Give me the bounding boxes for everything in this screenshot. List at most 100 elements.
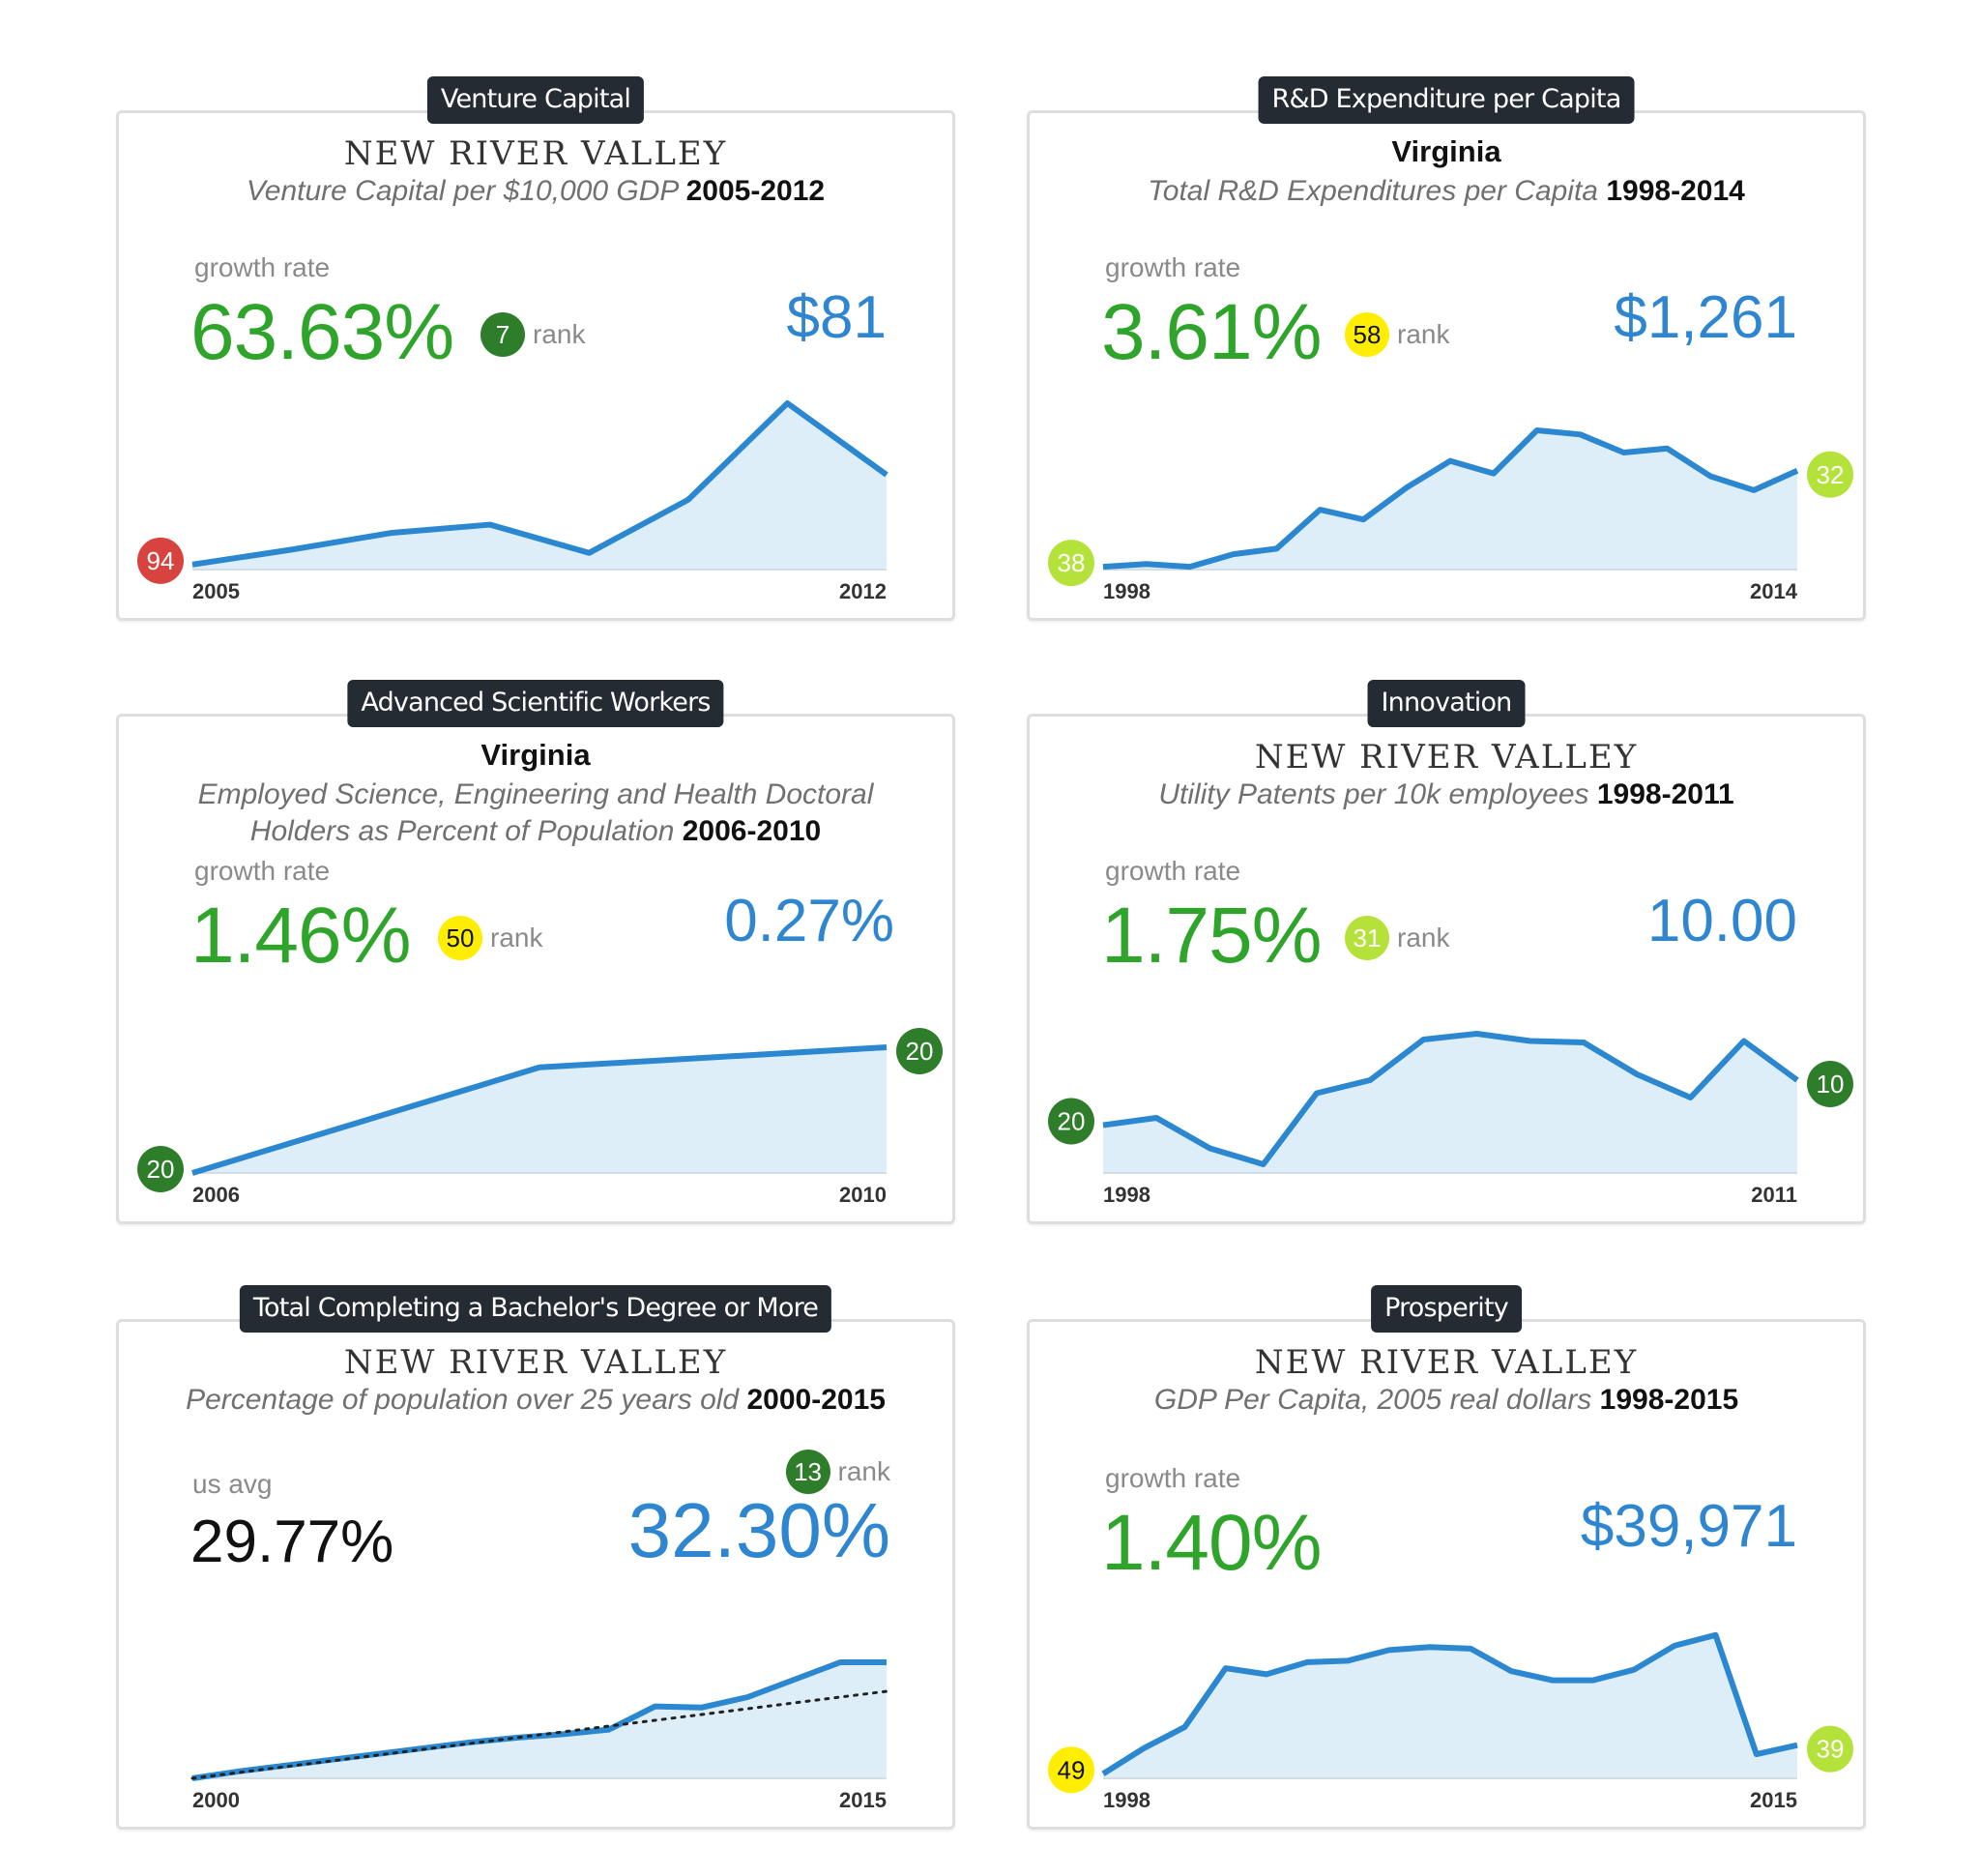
card-tag: Venture Capital (426, 76, 645, 124)
area-fill (1103, 1634, 1797, 1778)
metric-description-line1: Employed Science, Engineering and Health… (197, 778, 874, 810)
metric-description: Venture Capital per $10,000 GDP (246, 175, 679, 207)
metric-description: Total R&D Expenditures per Capita (1148, 175, 1598, 207)
start-rank-number: 94 (147, 546, 175, 575)
x-tick-label-end: 2012 (839, 579, 887, 603)
end-rank-number: 10 (1817, 1070, 1845, 1099)
rank-number: 7 (495, 319, 510, 349)
growth-value: 1.46% (190, 892, 412, 980)
card-innovation: Innovation NEW RIVER VALLEY Utility Pate… (1027, 680, 1866, 1224)
start-rank-number: 38 (1058, 548, 1086, 577)
region-title: NEW RIVER VALLEY (1254, 738, 1639, 777)
end-rank-number: 20 (906, 1037, 934, 1066)
growth-label: growth rate (1105, 252, 1241, 282)
rank-indicator: 13 rank (785, 1450, 890, 1494)
end-rank-badge (896, 1028, 943, 1074)
rank-indicator: 58 rank (1345, 312, 1449, 357)
region-title: NEW RIVER VALLEY (343, 1343, 728, 1382)
current-value: 0.27% (724, 888, 894, 954)
current-value: $1,261 (1614, 284, 1797, 351)
metric-subtitle: Total R&D Expenditures per Capita 1998-2… (1059, 173, 1834, 210)
us-avg-label: us avg (192, 1469, 273, 1499)
area-chart: 1998 2015 49 39 (1048, 1631, 1853, 1812)
metric-description: GDP Per Capita, 2005 real dollars (1153, 1384, 1592, 1416)
start-rank-number: 20 (1058, 1107, 1086, 1136)
x-tick-label-end: 2015 (1750, 1788, 1797, 1812)
card-tag: Innovation (1367, 680, 1526, 727)
card-venture-capital: Venture Capital NEW RIVER VALLEY Venture… (116, 76, 955, 621)
rank-label: rank (490, 923, 543, 953)
metric-subtitle: Percentage of population over 25 years o… (148, 1382, 923, 1419)
series-line (1102, 427, 1799, 571)
x-tick-label-start: 2006 (192, 1183, 240, 1207)
year-range: 2000-2015 (746, 1384, 886, 1416)
card-tag: Advanced Scientific Workers (347, 680, 724, 727)
end-rank-number: 39 (1817, 1735, 1845, 1764)
us-avg-line (190, 1689, 888, 1780)
year-range: 2005-2012 (685, 175, 826, 207)
card-tag: Prosperity (1371, 1285, 1522, 1333)
x-tick-label-start: 1998 (1103, 1788, 1150, 1812)
end-rank-badge (1807, 1725, 1853, 1773)
area-fill (1103, 1034, 1797, 1173)
current-value: $81 (786, 284, 887, 351)
metric-description: Percentage of population over 25 years o… (186, 1384, 740, 1416)
area-fill (192, 1047, 887, 1173)
series-line (191, 400, 888, 568)
area-chart: 1998 2011 20 10 (1048, 1031, 1853, 1207)
series-line (1102, 1031, 1799, 1167)
area-chart: 2005 2012 94 (137, 400, 888, 603)
rank-number: 58 (1353, 319, 1382, 349)
area-fill (192, 403, 887, 570)
start-rank-badge (137, 1146, 184, 1192)
current-value: 10.00 (1646, 888, 1797, 954)
growth-value: 1.75% (1101, 892, 1323, 980)
area-fill (1103, 430, 1797, 570)
start-rank-badge (1048, 1746, 1094, 1794)
area-chart: 1998 2014 38 32 (1048, 427, 1853, 603)
rank-number: 13 (794, 1456, 822, 1486)
start-rank-badge (1048, 1098, 1094, 1145)
us-avg-value: 29.77% (190, 1509, 394, 1575)
rank-label: rank (837, 1456, 890, 1486)
end-rank-badge (1807, 451, 1853, 498)
start-rank-number: 20 (147, 1155, 175, 1184)
year-range: 2006-2010 (682, 815, 822, 847)
area-fill (192, 1662, 887, 1778)
growth-value: 63.63% (190, 288, 454, 376)
rank-number: 50 (446, 923, 475, 953)
growth-label: growth rate (194, 252, 331, 282)
year-range: 1998-2014 (1606, 175, 1745, 207)
x-tick-label-start: 1998 (1103, 579, 1150, 603)
current-value: 32.30% (627, 1487, 890, 1573)
rank-label: rank (1397, 319, 1450, 349)
rank-badge: 58 (1345, 312, 1389, 357)
start-rank-badge (137, 537, 184, 584)
rank-label: rank (1397, 923, 1450, 953)
metric-description-line2: Holders as Percent of Population (249, 815, 675, 847)
rank-badge: 50 (438, 916, 482, 960)
rank-badge: 13 (785, 1450, 830, 1494)
growth-label: growth rate (1105, 856, 1241, 886)
x-tick-label-end: 2014 (1750, 579, 1798, 603)
area-chart: 2006 2010 20 20 (137, 1028, 943, 1207)
region-title: Virginia (1391, 134, 1501, 168)
start-rank-number: 49 (1058, 1755, 1086, 1784)
region-title: NEW RIVER VALLEY (343, 134, 728, 173)
x-tick-label-start: 1998 (1103, 1183, 1150, 1207)
rank-indicator: 7 rank (480, 312, 585, 357)
end-rank-badge (1807, 1061, 1853, 1107)
growth-label: growth rate (1105, 1463, 1241, 1493)
rank-badge: 31 (1345, 916, 1389, 960)
rank-badge: 7 (480, 312, 525, 357)
region-title: Virginia (480, 738, 591, 772)
series-line (191, 1044, 888, 1176)
metric-subtitle: GDP Per Capita, 2005 real dollars 1998-2… (1059, 1382, 1834, 1419)
current-value: $39,971 (1580, 1493, 1797, 1560)
metric-subtitle: Utility Patents per 10k employees 1998-2… (1059, 777, 1834, 813)
card-tag: R&D Expenditure per Capita (1258, 76, 1635, 124)
rank-number: 31 (1353, 923, 1382, 953)
card-advanced-scientific-workers: Advanced Scientific Workers Virginia Emp… (116, 680, 955, 1224)
end-rank-number: 32 (1817, 460, 1845, 489)
card-bachelors-degree: Total Completing a Bachelor's Degree or … (116, 1285, 955, 1830)
